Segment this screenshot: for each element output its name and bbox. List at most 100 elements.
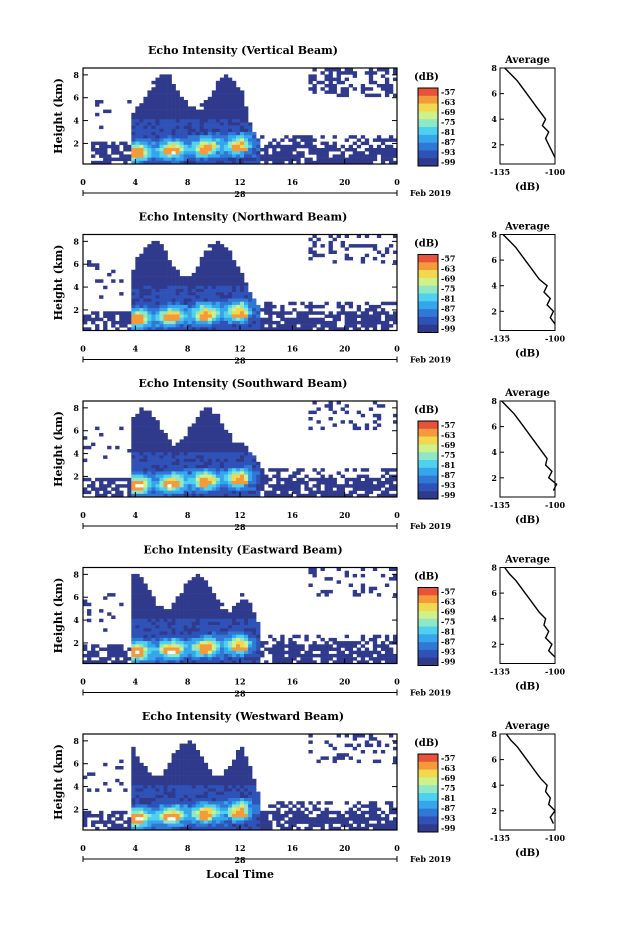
- heatmap-cell: [179, 144, 184, 149]
- heatmap-cell: [131, 493, 136, 498]
- heatmap-cell: [300, 320, 305, 325]
- heatmap-cell: [155, 804, 160, 808]
- heatmap-cell: [171, 125, 176, 130]
- heatmap-cell: [364, 487, 370, 491]
- heatmap-cell: [183, 756, 188, 760]
- heatmap-cell: [147, 298, 152, 302]
- heatmap-cell: [207, 96, 213, 101]
- heatmap-cell: [231, 660, 237, 664]
- heatmap-cell: [143, 465, 148, 469]
- heatmap-cell: [159, 301, 164, 306]
- heatmap-cell: [203, 112, 209, 117]
- heatmap-cell: [240, 599, 245, 603]
- heatmap-cell: [215, 148, 221, 152]
- heatmap-cell: [107, 477, 112, 482]
- heatmap-cell: [360, 256, 366, 261]
- heatmap-cell: [203, 647, 209, 651]
- heatmap-cell: [308, 74, 313, 78]
- heatmap-cell: [147, 452, 152, 456]
- heatmap-cell: [284, 487, 289, 491]
- heatmap-cell: [167, 320, 172, 325]
- heatmap-cell: [163, 154, 168, 158]
- heatmap-cell: [175, 481, 180, 485]
- heatmap-cell: [147, 433, 152, 437]
- heatmap-cell: [276, 160, 281, 165]
- heatmap-cell: [215, 439, 221, 443]
- heatmap-cell: [211, 801, 217, 805]
- heatmap-cell: [223, 135, 229, 139]
- heatmap-cell: [175, 605, 180, 610]
- heatmap-cell: [207, 279, 213, 283]
- heatmap-cell: [143, 794, 148, 799]
- heatmap-cell: [340, 308, 345, 312]
- heatmap-cell: [195, 647, 201, 651]
- heatmap-cell: [175, 122, 180, 126]
- heatmap-cell: [324, 481, 329, 485]
- heatmap-cell: [324, 301, 329, 306]
- heatmap-cell: [187, 750, 192, 754]
- x-tick-label: 16: [287, 510, 299, 520]
- heatmap-cell: [360, 141, 366, 146]
- heatmap-cell: [187, 609, 192, 613]
- heatmap-cell: [131, 756, 136, 760]
- heatmap-cell: [231, 634, 237, 639]
- heatmap-cell: [199, 292, 205, 296]
- heatmap-cell: [135, 826, 140, 831]
- heatmap-cell: [199, 288, 205, 293]
- heatmap-cell: [227, 327, 233, 331]
- heatmap-cell: [324, 644, 329, 648]
- heatmap-cell: [320, 647, 325, 651]
- heatmap-cell: [183, 135, 188, 139]
- heatmap-cell: [171, 324, 176, 328]
- heatmap-cell: [328, 68, 333, 72]
- heatmap-cell: [227, 778, 233, 783]
- heatmap-cell: [147, 631, 152, 635]
- heatmap-cell: [159, 106, 164, 110]
- heatmap-cell: [231, 292, 237, 296]
- heatmap-cell: [171, 756, 176, 760]
- heatmap-cell: [171, 605, 176, 610]
- heatmap-cell: [131, 583, 136, 587]
- heatmap-cell: [163, 634, 168, 639]
- heatmap-cell: [312, 253, 317, 258]
- heatmap-cell: [191, 801, 197, 805]
- heatmap-cell: [155, 154, 160, 158]
- heatmap-cell: [215, 641, 221, 645]
- colorbar-tick-label: -57: [441, 87, 455, 97]
- heatmap-cell: [332, 77, 337, 82]
- heatmap-cell: [143, 292, 148, 296]
- heatmap-cell: [151, 154, 156, 158]
- heatmap-cell: [135, 573, 140, 578]
- heatmap-cell: [308, 570, 313, 575]
- heatmap-cell: [159, 641, 164, 645]
- heatmap-cell: [111, 314, 116, 318]
- heatmap-cell: [179, 320, 184, 325]
- heatmap-cell: [211, 320, 217, 325]
- heatmap-cell: [280, 311, 285, 315]
- heatmap-cell: [155, 826, 160, 831]
- heatmap-cell: [344, 657, 349, 661]
- heatmap-cell: [207, 628, 213, 632]
- heatmap-cells: [83, 401, 398, 498]
- heatmap-cell: [143, 298, 148, 302]
- colorbar-segment: [418, 150, 438, 159]
- heatmap-cell: [244, 327, 249, 331]
- heatmap-cell: [131, 461, 136, 466]
- heatmap-cell: [211, 317, 217, 322]
- heatmap-cell: [151, 298, 156, 302]
- heatmap-cell: [248, 769, 253, 773]
- heatmap-cell: [272, 490, 277, 495]
- heatmap-cell: [127, 320, 132, 325]
- heatmap-cell: [219, 778, 225, 783]
- heatmap-cell: [235, 100, 241, 104]
- heatmap-cell: [135, 439, 140, 443]
- heatmap-cell: [211, 103, 217, 107]
- avg-y-tick-label: 4: [491, 447, 497, 457]
- heatmap-cell: [203, 455, 209, 459]
- heatmap-cell: [135, 593, 140, 597]
- heatmap-cell: [151, 288, 156, 293]
- heatmap-cell: [352, 244, 358, 248]
- heatmap-cell: [384, 157, 390, 162]
- heatmap-cell: [187, 814, 192, 818]
- heatmap-cell: [199, 602, 205, 607]
